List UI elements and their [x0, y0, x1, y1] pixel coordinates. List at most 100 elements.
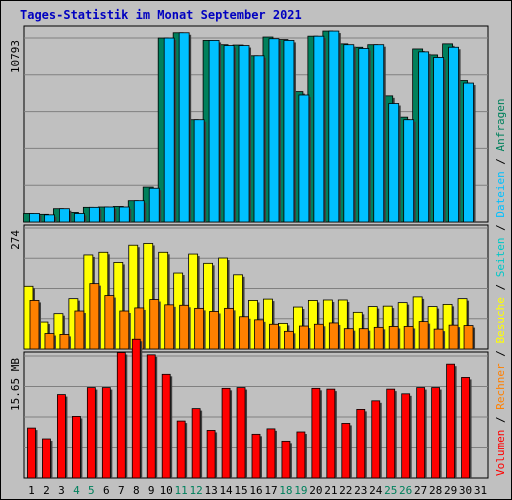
bar-volumen-day-7 — [116, 352, 126, 479]
x-tick-label-11: 11 — [175, 484, 188, 497]
bar-volumen-day-20 — [311, 387, 321, 479]
legend-separator: / — [494, 151, 507, 171]
x-tick-label-1: 1 — [28, 484, 35, 497]
bar-dateien-day-6 — [103, 206, 115, 223]
bar-dateien-day-5 — [88, 206, 100, 223]
bar-volumen-day-3 — [57, 394, 66, 479]
bar-volumen-day-9 — [146, 354, 156, 479]
x-tick-label-14: 14 — [219, 484, 233, 497]
y-max-label: 274 — [9, 230, 22, 250]
legend-separator: / — [494, 410, 507, 430]
legend-rechner: Rechner — [494, 363, 507, 410]
x-tick-label-4: 4 — [73, 484, 80, 497]
legend-seiten: Seiten — [494, 238, 507, 278]
bar-dateien-day-24 — [373, 44, 385, 223]
bar-rechner-day-7 — [119, 310, 130, 350]
bar-dateien-day-8 — [133, 200, 145, 223]
bar-rechner-day-12 — [194, 307, 205, 350]
bar-volumen-day-28 — [431, 387, 441, 479]
bar-rechner-day-29 — [448, 324, 459, 350]
chart-title: Tages-Statistik im Monat September 2021 — [20, 8, 302, 22]
bar-rechner-day-14 — [224, 307, 234, 350]
bar-dateien-day-21 — [328, 30, 340, 223]
bar-volumen-day-5 — [86, 387, 96, 479]
bar-rechner-day-27 — [418, 321, 429, 350]
bar-dateien-day-22 — [343, 44, 355, 223]
bar-rechner-day-18 — [284, 330, 294, 350]
bar-besuche-day-12 — [188, 253, 199, 350]
bar-dateien-day-14 — [223, 45, 235, 223]
bar-rechner-day-4 — [74, 310, 85, 350]
bar-besuche-day-26 — [397, 302, 408, 350]
bar-rechner-day-1 — [29, 300, 40, 350]
bar-dateien-day-2 — [44, 214, 55, 223]
bar-dateien-day-28 — [433, 57, 445, 223]
bar-dateien-day-16 — [253, 55, 265, 223]
bar-volumen-day-30 — [461, 377, 470, 479]
bar-rechner-day-22 — [343, 328, 354, 350]
bar-volumen-day-4 — [71, 416, 81, 479]
bar-rechner-day-9 — [149, 299, 160, 350]
bar-rechner-day-24 — [373, 326, 384, 350]
bar-volumen-day-11 — [176, 420, 186, 479]
x-tick-label-17: 17 — [264, 484, 277, 497]
bar-volumen-day-23 — [356, 408, 366, 479]
bar-volumen-day-18 — [281, 440, 291, 479]
bar-dateien-day-1 — [29, 213, 40, 223]
bar-rechner-day-5 — [89, 283, 100, 350]
bar-volumen-day-8 — [131, 338, 141, 479]
x-tick-label-15: 15 — [234, 484, 247, 497]
bar-rechner-day-17 — [269, 323, 279, 350]
bar-dateien-day-23 — [358, 48, 370, 223]
bar-rechner-day-11 — [179, 304, 190, 350]
bar-dateien-day-12 — [193, 119, 205, 223]
x-tick-label-26: 26 — [399, 484, 412, 497]
legend-separator: / — [494, 344, 507, 364]
bar-volumen-day-25 — [386, 388, 396, 479]
x-tick-label-20: 20 — [309, 484, 322, 497]
x-tick-label-24: 24 — [369, 484, 383, 497]
bar-dateien-day-3 — [59, 208, 70, 223]
x-tick-label-7: 7 — [118, 484, 125, 497]
bar-dateien-day-19 — [298, 94, 310, 223]
series-legend: Volumen / Rechner / Besuche / Seiten / D… — [494, 98, 507, 476]
bar-besuche-day-13 — [203, 262, 213, 350]
legend-anfragen: Anfragen — [494, 98, 507, 151]
bar-volumen-day-17 — [266, 428, 276, 479]
bar-volumen-day-29 — [446, 363, 455, 479]
x-tick-label-10: 10 — [160, 484, 173, 497]
bar-dateien-day-27 — [418, 51, 430, 223]
x-tick-label-13: 13 — [204, 484, 217, 497]
bar-besuche-day-14 — [218, 257, 228, 350]
x-tick-label-22: 22 — [339, 484, 352, 497]
bar-dateien-day-10 — [163, 37, 175, 223]
x-tick-label-21: 21 — [324, 484, 337, 497]
bar-dateien-day-11 — [178, 32, 190, 223]
bar-rechner-day-13 — [209, 311, 219, 350]
bar-dateien-day-20 — [313, 35, 325, 223]
bar-volumen-day-26 — [401, 393, 411, 479]
bar-rechner-day-21 — [328, 322, 339, 350]
legend-dateien: Dateien — [494, 171, 507, 217]
panel-requests: 10793 — [9, 25, 489, 223]
x-tick-label-12: 12 — [190, 484, 203, 497]
bar-rechner-day-2 — [44, 333, 55, 350]
bar-dateien-day-9 — [148, 187, 160, 223]
x-tick-label-18: 18 — [279, 484, 292, 497]
bar-rechner-day-6 — [104, 295, 115, 350]
bar-rechner-day-25 — [388, 326, 399, 350]
bar-volumen-day-22 — [341, 423, 351, 479]
bar-dateien-day-29 — [448, 46, 459, 223]
x-tick-label-25: 25 — [384, 484, 397, 497]
bar-rechner-day-23 — [358, 328, 369, 350]
bar-rechner-day-3 — [59, 334, 70, 350]
bar-volumen-day-10 — [161, 373, 171, 479]
bar-dateien-day-30 — [463, 82, 474, 223]
x-tick-label-16: 16 — [249, 484, 262, 497]
x-tick-label-27: 27 — [414, 484, 427, 497]
bar-volumen-day-2 — [42, 438, 51, 479]
x-tick-label-3: 3 — [58, 484, 65, 497]
bar-volumen-day-12 — [191, 408, 201, 479]
panel-visits: 274 — [9, 224, 489, 350]
